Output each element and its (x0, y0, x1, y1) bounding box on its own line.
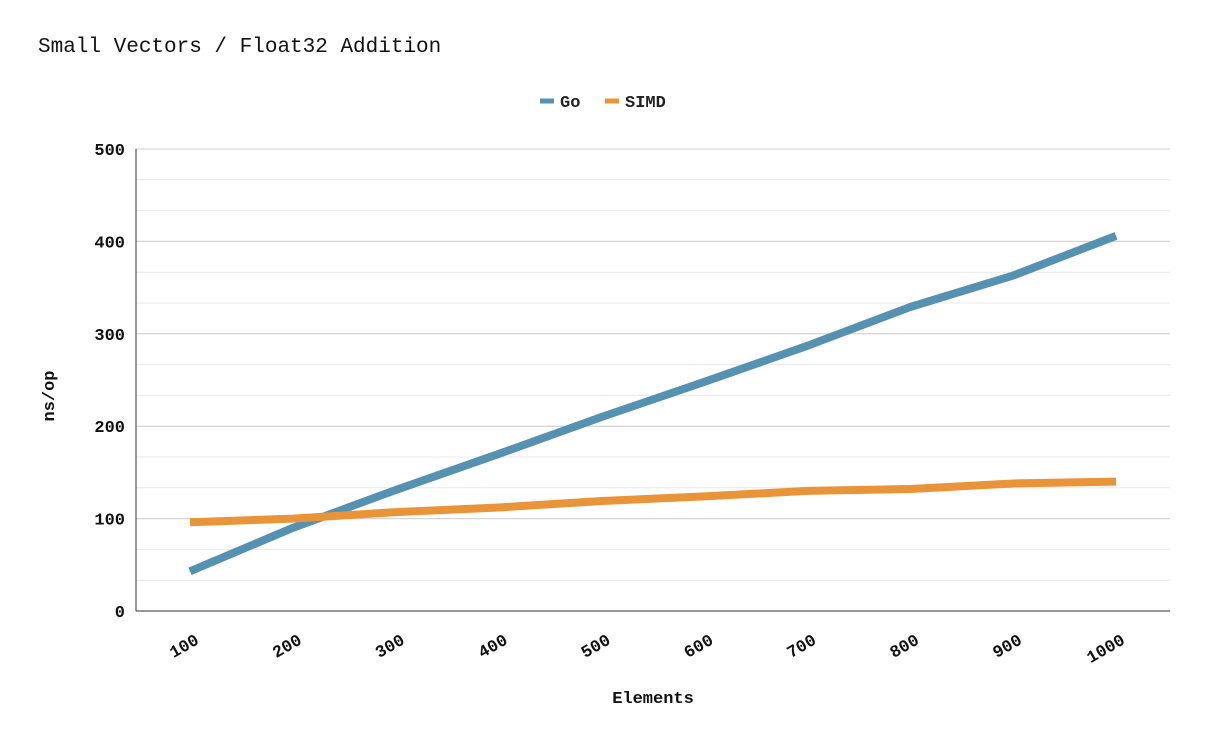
y-tick-label: 400 (94, 234, 125, 253)
x-tick-label: 300 (373, 632, 409, 664)
y-tick-label: 300 (94, 327, 125, 346)
data-point-simd (703, 495, 705, 497)
data-point-simd (909, 488, 911, 490)
chart-title: Small Vectors / Float32 Addition (38, 36, 442, 59)
data-point-go (498, 453, 500, 455)
y-tick-labels: 0 100 200 300 400 500 (94, 142, 125, 623)
y-tick-label: 100 (94, 512, 125, 531)
data-point-go (703, 381, 705, 383)
x-tick-label: 100 (167, 632, 203, 664)
x-tick-label: 900 (990, 632, 1026, 664)
data-point-go (806, 345, 808, 347)
x-tick-label: 800 (887, 632, 923, 664)
data-point-simd (498, 507, 500, 509)
legend-label-go: Go (560, 94, 580, 113)
x-tick-label: 600 (681, 632, 717, 664)
data-point-go (601, 416, 603, 418)
x-tick-label: 400 (476, 632, 512, 664)
y-tick-label: 0 (115, 604, 125, 623)
x-tick-label: 200 (270, 632, 306, 664)
x-tick-label: 1000 (1084, 632, 1129, 669)
data-point-go (189, 570, 191, 572)
data-point-go (1115, 235, 1117, 237)
data-point-simd (806, 490, 808, 492)
y-tick-label: 200 (94, 419, 125, 438)
data-point-simd (1012, 482, 1014, 484)
major-gridlines (136, 148, 1170, 520)
x-tick-labels: 100 200 300 400 500 600 700 800 900 1000 (167, 632, 1129, 669)
legend: Go SIMD (540, 94, 666, 113)
series-line-go (188, 232, 1118, 575)
data-point-go (909, 306, 911, 308)
x-axis-title: Elements (612, 690, 694, 709)
x-tick-label: 700 (784, 632, 820, 664)
data-point-simd (189, 521, 191, 523)
series-lines (188, 232, 1118, 575)
series-line-simd (189, 477, 1117, 527)
data-point-go (292, 527, 294, 529)
data-point-simd (601, 500, 603, 502)
legend-label-simd: SIMD (625, 94, 666, 113)
data-point-go (395, 489, 397, 491)
axes (135, 149, 1170, 612)
y-axis-title: ns/op (41, 370, 60, 421)
data-point-simd (1115, 481, 1117, 483)
y-tick-label: 500 (94, 142, 125, 161)
data-point-go (1012, 275, 1014, 277)
data-point-simd (395, 511, 397, 513)
data-point-simd (292, 518, 294, 520)
x-tick-label: 500 (579, 632, 615, 664)
